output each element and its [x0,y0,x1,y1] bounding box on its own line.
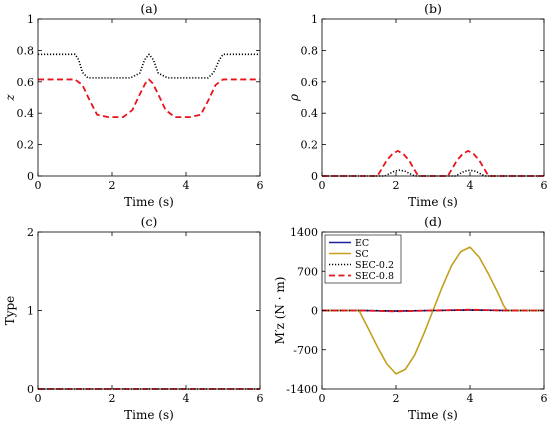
y-tick-label: 0.2 [17,139,35,152]
x-axis-label: Time (s) [124,195,174,209]
x-axis-label: Time (s) [408,408,458,422]
x-tick-label: 6 [541,392,548,405]
chart-panel-1: (a) 0 2 4 6 0 0.2 0.4 0.6 0.8 1 Time (s) z [3,1,264,209]
y-tick-label: 0.6 [301,76,319,89]
y-tick-label: 0.8 [301,44,319,57]
axes-frame [37,231,261,390]
chart-panel-2: (b) 0 2 4 6 0 0.2 0.4 0.6 0.8 1 Time (s) ρ [287,1,548,209]
x-tick-label: 2 [109,179,116,192]
x-tick-label: 4 [183,179,190,192]
y-axis-label: ρ [287,94,301,102]
y-tick-label: 1 [27,13,34,26]
y-tick-label: 700 [297,265,318,278]
x-tick-label: 6 [257,179,264,192]
y-tick-label: 1 [311,13,318,26]
x-tick-label: 2 [109,392,116,405]
y-tick-label: 0.2 [301,139,319,152]
y-tick-label: 0 [27,383,34,396]
x-tick-label: 0 [319,392,326,405]
x-tick-label: 0 [35,179,42,192]
legend-label: SEC-0.8 [355,271,394,282]
y-axis-label: z [3,94,17,102]
chart-panel-3: (c) 0 2 4 6 0 1 2 Time (s) Type [3,214,264,422]
panel-title: (d) [424,214,442,229]
x-axis-label: Time (s) [124,408,174,422]
y-axis-label: M′z (N · m) [273,277,287,345]
panel-title: (a) [140,1,157,16]
x-tick-label: 4 [467,179,474,192]
y-tick-label: 0.4 [301,107,319,120]
series-sc [322,246,544,375]
x-tick-label: 4 [183,392,190,405]
axes-frame [321,18,545,177]
series-sec-0-2 [322,169,544,177]
panel-title: (c) [141,214,158,229]
series-sec-0-2 [38,53,260,79]
panel-title: (b) [424,1,442,16]
series-sec-0-8 [322,149,544,177]
x-tick-label: 2 [393,392,400,405]
y-tick-label: 0.8 [17,44,35,57]
axes-frame [37,18,261,177]
series-sec-0-2 [322,309,544,312]
x-axis-label: Time (s) [408,195,458,209]
chart-panel-4: (d) 0 2 4 6 -1400 -700 0 700 1400 Time (s) M′z (N ·… [273,214,548,422]
x-tick-label: 0 [35,392,42,405]
series-sec-0-8 [322,308,544,313]
legend-label: SC [355,249,369,260]
y-axis-label: Type [3,296,17,326]
y-tick-label: 2 [27,226,34,239]
y-tick-label: -700 [293,344,318,357]
legend-label: EC [355,238,369,249]
x-tick-label: 0 [319,179,326,192]
x-tick-label: 6 [541,179,548,192]
series-sec-0-8 [38,78,260,119]
x-tick-label: 2 [393,179,400,192]
x-tick-label: 6 [257,392,264,405]
y-tick-label: 0.4 [17,107,35,120]
y-tick-label: 1 [27,305,34,318]
y-tick-label: 1400 [290,226,318,239]
y-tick-label: 0 [311,305,318,318]
y-tick-label: 0 [311,170,318,183]
x-tick-label: 4 [467,392,474,405]
y-tick-label: 0 [27,170,34,183]
y-tick-label: -1400 [286,383,318,396]
legend-label: SEC-0.2 [355,260,394,271]
y-tick-label: 0.6 [17,76,35,89]
